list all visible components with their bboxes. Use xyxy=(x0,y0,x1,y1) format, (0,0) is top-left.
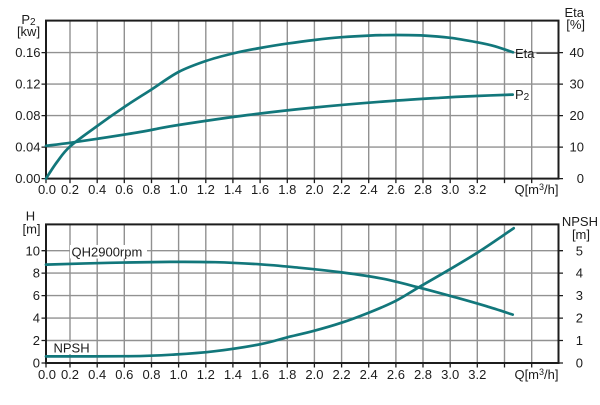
svg-text:0.6: 0.6 xyxy=(115,182,133,197)
svg-text:0.16: 0.16 xyxy=(15,45,40,60)
svg-text:2.2: 2.2 xyxy=(333,182,351,197)
svg-text:0.4: 0.4 xyxy=(88,367,106,382)
svg-text:0.0: 0.0 xyxy=(38,367,56,382)
svg-text:2.8: 2.8 xyxy=(414,367,432,382)
svg-text:0.12: 0.12 xyxy=(15,77,40,92)
svg-text:3.0: 3.0 xyxy=(441,367,459,382)
svg-text:1: 1 xyxy=(576,333,583,348)
svg-text:H: H xyxy=(26,209,35,224)
svg-text:6: 6 xyxy=(33,288,40,303)
svg-text:8: 8 xyxy=(33,266,40,281)
svg-text:[m]: [m] xyxy=(572,227,590,242)
svg-text:[m]: [m] xyxy=(22,221,40,236)
svg-text:QH2900rpm: QH2900rpm xyxy=(72,245,143,260)
svg-text:NPSH: NPSH xyxy=(562,214,598,229)
svg-text:40: 40 xyxy=(570,45,584,60)
svg-text:0.2: 0.2 xyxy=(61,367,79,382)
svg-text:2: 2 xyxy=(576,311,583,326)
svg-text:Eta: Eta xyxy=(515,46,535,61)
svg-text:2.4: 2.4 xyxy=(360,367,378,382)
svg-text:[%]: [%] xyxy=(566,17,585,32)
svg-text:2.0: 2.0 xyxy=(305,367,323,382)
svg-text:1.6: 1.6 xyxy=(251,182,269,197)
svg-text:2.4: 2.4 xyxy=(360,182,378,197)
svg-text:2.6: 2.6 xyxy=(387,367,405,382)
svg-text:1.8: 1.8 xyxy=(278,367,296,382)
svg-text:30: 30 xyxy=(570,77,584,92)
svg-text:1.2: 1.2 xyxy=(197,182,215,197)
svg-text:2.8: 2.8 xyxy=(414,182,432,197)
svg-text:0.4: 0.4 xyxy=(88,182,106,197)
svg-text:0.08: 0.08 xyxy=(15,108,40,123)
svg-text:0.6: 0.6 xyxy=(115,367,133,382)
svg-text:0.0: 0.0 xyxy=(38,182,56,197)
svg-text:Q[m3/h]: Q[m3/h] xyxy=(514,367,558,382)
svg-text:0.04: 0.04 xyxy=(15,140,40,155)
svg-text:4: 4 xyxy=(33,311,40,326)
svg-text:1.0: 1.0 xyxy=(170,182,188,197)
svg-text:2.0: 2.0 xyxy=(305,182,323,197)
svg-text:1.8: 1.8 xyxy=(278,182,296,197)
svg-text:20: 20 xyxy=(570,108,584,123)
svg-text:Eta: Eta xyxy=(564,5,584,20)
svg-text:10: 10 xyxy=(570,140,584,155)
svg-text:1.2: 1.2 xyxy=(197,367,215,382)
svg-text:0.8: 0.8 xyxy=(142,182,160,197)
svg-text:0.8: 0.8 xyxy=(142,367,160,382)
svg-text:1.4: 1.4 xyxy=(224,182,242,197)
svg-text:0: 0 xyxy=(577,171,584,186)
svg-text:NPSH: NPSH xyxy=(54,340,90,355)
svg-text:[kw]: [kw] xyxy=(17,24,40,39)
svg-text:2.6: 2.6 xyxy=(387,182,405,197)
svg-text:5: 5 xyxy=(576,243,583,258)
svg-text:10: 10 xyxy=(26,243,40,258)
svg-text:3.2: 3.2 xyxy=(468,367,486,382)
svg-text:3: 3 xyxy=(576,288,583,303)
svg-text:0: 0 xyxy=(576,356,583,371)
svg-text:0.00: 0.00 xyxy=(15,171,40,186)
svg-text:4: 4 xyxy=(576,266,583,281)
svg-text:2: 2 xyxy=(33,333,40,348)
svg-text:0: 0 xyxy=(33,356,40,371)
svg-text:1.6: 1.6 xyxy=(251,367,269,382)
svg-text:3.0: 3.0 xyxy=(441,182,459,197)
svg-text:3.2: 3.2 xyxy=(468,182,486,197)
svg-text:1.0: 1.0 xyxy=(170,367,188,382)
svg-text:0.2: 0.2 xyxy=(61,182,79,197)
svg-text:1.4: 1.4 xyxy=(224,367,242,382)
svg-text:2.2: 2.2 xyxy=(333,367,351,382)
svg-text:Q[m3/h]: Q[m3/h] xyxy=(514,182,558,197)
